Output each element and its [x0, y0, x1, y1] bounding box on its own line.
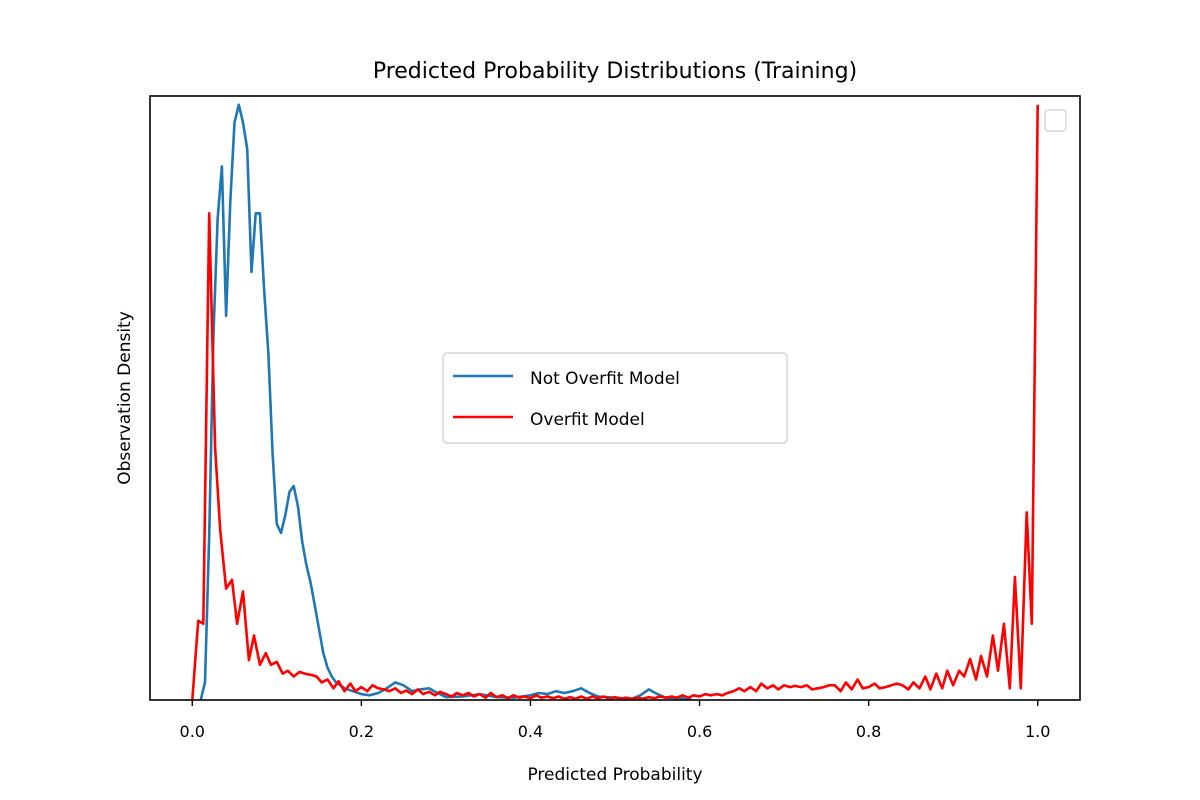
x-axis-ticks: 0.0 0.2 0.4 0.6 0.8 1.0: [180, 700, 1050, 741]
chart-title: Predicted Probability Distributions (Tra…: [373, 59, 857, 84]
x-axis-label: Predicted Probability: [527, 765, 702, 785]
x-tick-label: 0.0: [180, 722, 205, 741]
legend-frame: [442, 352, 788, 444]
series-line-overfit-model: [191, 104, 1039, 701]
empty-legend-box: [1044, 109, 1067, 132]
legend: Not Overfit Model Overfit Model: [442, 352, 788, 444]
y-axis-label: Observation Density: [115, 311, 135, 485]
x-tick-label: 0.4: [518, 722, 543, 741]
legend-label-not-overfit: Not Overfit Model: [530, 369, 680, 389]
x-tick-label: 1.0: [1025, 722, 1050, 741]
x-tick-label: 0.6: [687, 722, 712, 741]
series-layer: [191, 103, 1039, 701]
legend-label-overfit: Overfit Model: [530, 410, 645, 430]
x-tick-label: 0.8: [856, 722, 881, 741]
plot-frame: [149, 95, 1081, 701]
x-tick-label: 0.2: [349, 722, 374, 741]
